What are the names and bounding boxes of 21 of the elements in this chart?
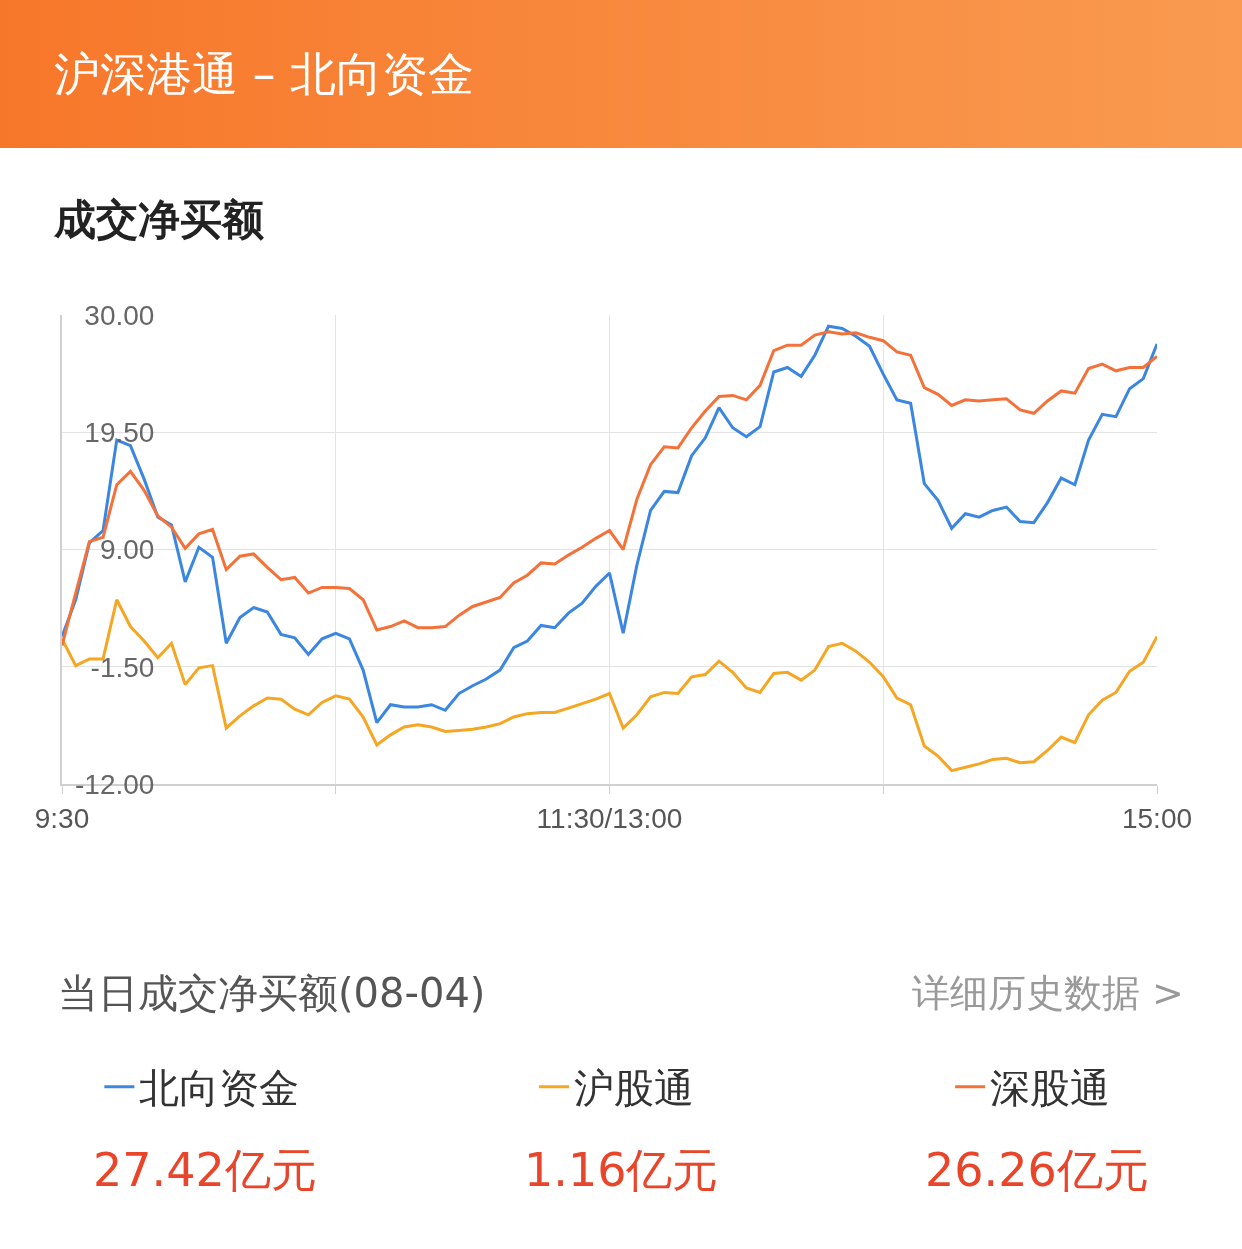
x-tick-label: 9:30 — [34, 802, 90, 834]
y-tick-label: -1.50 — [90, 651, 155, 683]
line-series — [62, 598, 1157, 773]
chart-title: 沪深港通 – 北向资金 — [54, 46, 475, 103]
legend-label: 深股通 — [990, 1065, 1111, 1112]
x-tick-label: 11:30/13:00 — [536, 802, 683, 834]
y-tick-label: 19.50 — [84, 417, 155, 449]
y-tick-label: 9.00 — [99, 534, 155, 566]
text: 27.42亿元 — [93, 1143, 317, 1197]
chart-subtitle: 成交净买额 — [54, 194, 264, 246]
y-tick-label: -12.00 — [74, 768, 155, 800]
text: 当日成交净买额(08-04) — [58, 970, 486, 1016]
line-series — [62, 330, 1157, 648]
legend-label: 沪股通 — [574, 1065, 695, 1112]
x-tick-label: 15:00 — [1121, 802, 1193, 834]
text: 26.26亿元 — [925, 1143, 1149, 1197]
line-series — [62, 324, 1157, 725]
legend-label: 北向资金 — [139, 1065, 300, 1112]
text: 1.16亿元 — [524, 1143, 719, 1197]
text: 详细历史数据 > — [912, 971, 1184, 1015]
y-tick-label: 30.00 — [84, 299, 155, 331]
